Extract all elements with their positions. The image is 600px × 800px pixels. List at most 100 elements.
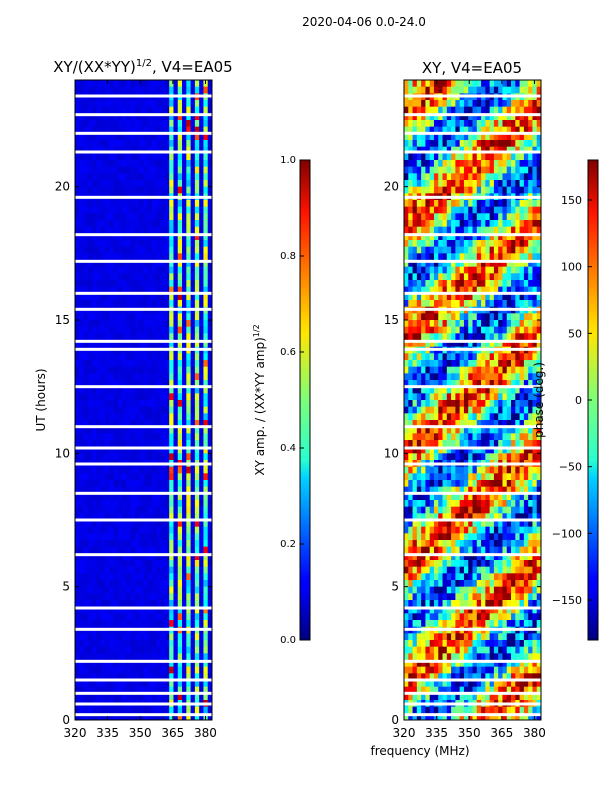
panel2-cell xyxy=(425,286,431,294)
panel2-cell xyxy=(433,406,439,414)
panel1-cell xyxy=(87,360,93,368)
panel1-cell xyxy=(203,253,209,261)
panel1-cell xyxy=(92,233,97,241)
panel1-cell xyxy=(160,253,166,261)
panel1-cell xyxy=(134,506,140,514)
panel1-cell xyxy=(79,100,84,108)
panel1-cell xyxy=(169,286,174,294)
panel1-cell xyxy=(143,593,149,601)
panel1-cell xyxy=(100,513,106,521)
panel1-cell xyxy=(104,233,110,241)
panel1-cell xyxy=(190,373,196,381)
panel2-cell xyxy=(472,240,478,248)
panel1-cell xyxy=(79,413,84,421)
panel2-cell xyxy=(506,240,512,248)
panel2-cell xyxy=(489,180,495,188)
panel1-cell xyxy=(96,620,102,628)
panel1-cell xyxy=(173,573,179,581)
panel2-cell xyxy=(468,166,473,174)
panel1-cell xyxy=(104,126,110,134)
panel1-cell xyxy=(143,526,149,534)
panel2-cell xyxy=(429,140,435,148)
panel1-cell xyxy=(164,100,170,108)
panel1-cell xyxy=(173,606,179,614)
panel1-cell xyxy=(203,666,209,674)
panel1-cell xyxy=(75,80,80,88)
panel2-cell xyxy=(421,360,426,368)
panel1-cell xyxy=(113,540,119,548)
panel1-cell xyxy=(169,506,174,514)
panel1-cell xyxy=(79,386,84,394)
panel1-cell xyxy=(147,560,153,568)
panel1-cell xyxy=(79,113,84,121)
panel2-cell xyxy=(438,393,443,401)
panel2-cell xyxy=(429,233,435,241)
panel1-cell xyxy=(199,660,204,668)
panel1-cell xyxy=(100,526,106,534)
panel1-cell xyxy=(207,420,213,428)
panel1-cell xyxy=(104,513,110,521)
panel1-cell xyxy=(182,553,187,561)
panel1-cell xyxy=(75,206,80,214)
panel1-cell xyxy=(139,640,144,648)
panel1-cell xyxy=(177,706,183,714)
panel2-cell xyxy=(528,206,533,214)
panel1-cell xyxy=(113,326,119,334)
panel1-cell xyxy=(79,120,84,128)
panel2-cell xyxy=(481,80,486,88)
panel1-cell xyxy=(160,646,166,654)
panel1-cell xyxy=(92,266,97,274)
panel1-cell xyxy=(156,540,162,548)
panel1-cell xyxy=(79,706,84,714)
panel2-cell xyxy=(421,146,426,154)
panel1-cell xyxy=(104,573,110,581)
panel1-cell xyxy=(139,633,144,641)
panel2-cell xyxy=(438,146,443,154)
panel1-cell xyxy=(147,286,153,294)
panel1-cell xyxy=(156,366,162,374)
panel1-cell xyxy=(164,86,170,94)
panel1-cell xyxy=(100,480,106,488)
panel2-cell xyxy=(485,106,491,114)
panel1-cell xyxy=(169,473,174,481)
panel2-cell xyxy=(519,100,525,108)
panel2-cell xyxy=(412,400,418,408)
panel1-cell xyxy=(203,220,209,228)
panel2-cell xyxy=(536,393,542,401)
panel2-cell xyxy=(463,166,469,174)
panel1-cell xyxy=(87,580,93,588)
panel1-cell xyxy=(177,160,183,168)
panel1-cell xyxy=(113,113,119,121)
panel2-cell xyxy=(459,133,465,141)
panel2-cell xyxy=(408,153,413,161)
panel1-cell xyxy=(126,613,132,621)
panel1-cell xyxy=(122,446,127,454)
panel1-cell xyxy=(92,446,97,454)
panel1-cell xyxy=(122,260,127,268)
panel2-cell xyxy=(498,380,503,388)
panel2-cell xyxy=(532,393,538,401)
panel2-cell xyxy=(536,433,542,441)
panel2-cell xyxy=(421,266,426,274)
panel2-cell xyxy=(446,300,452,308)
panel1-cell xyxy=(109,593,114,601)
panel2-cell xyxy=(493,413,499,421)
panel1-cell xyxy=(156,440,162,448)
panel1-cell xyxy=(83,606,89,614)
panel2-cell xyxy=(511,100,516,108)
panel1-cell xyxy=(143,446,149,454)
panel2-cell xyxy=(459,293,465,301)
panel2-cell xyxy=(455,246,461,254)
panel1-cell xyxy=(96,580,102,588)
panel1-cell xyxy=(134,300,140,308)
panel2-cell xyxy=(442,280,448,288)
panel2-cell xyxy=(468,200,473,208)
panel1-cell xyxy=(126,653,132,661)
panel1-cell xyxy=(147,440,153,448)
panel2-cell xyxy=(459,406,465,414)
panel2-cell xyxy=(442,340,448,348)
panel2-cell xyxy=(421,86,426,94)
panel1-cell xyxy=(109,300,114,308)
panel1-cell xyxy=(173,126,179,134)
panel1-cell xyxy=(130,380,136,388)
